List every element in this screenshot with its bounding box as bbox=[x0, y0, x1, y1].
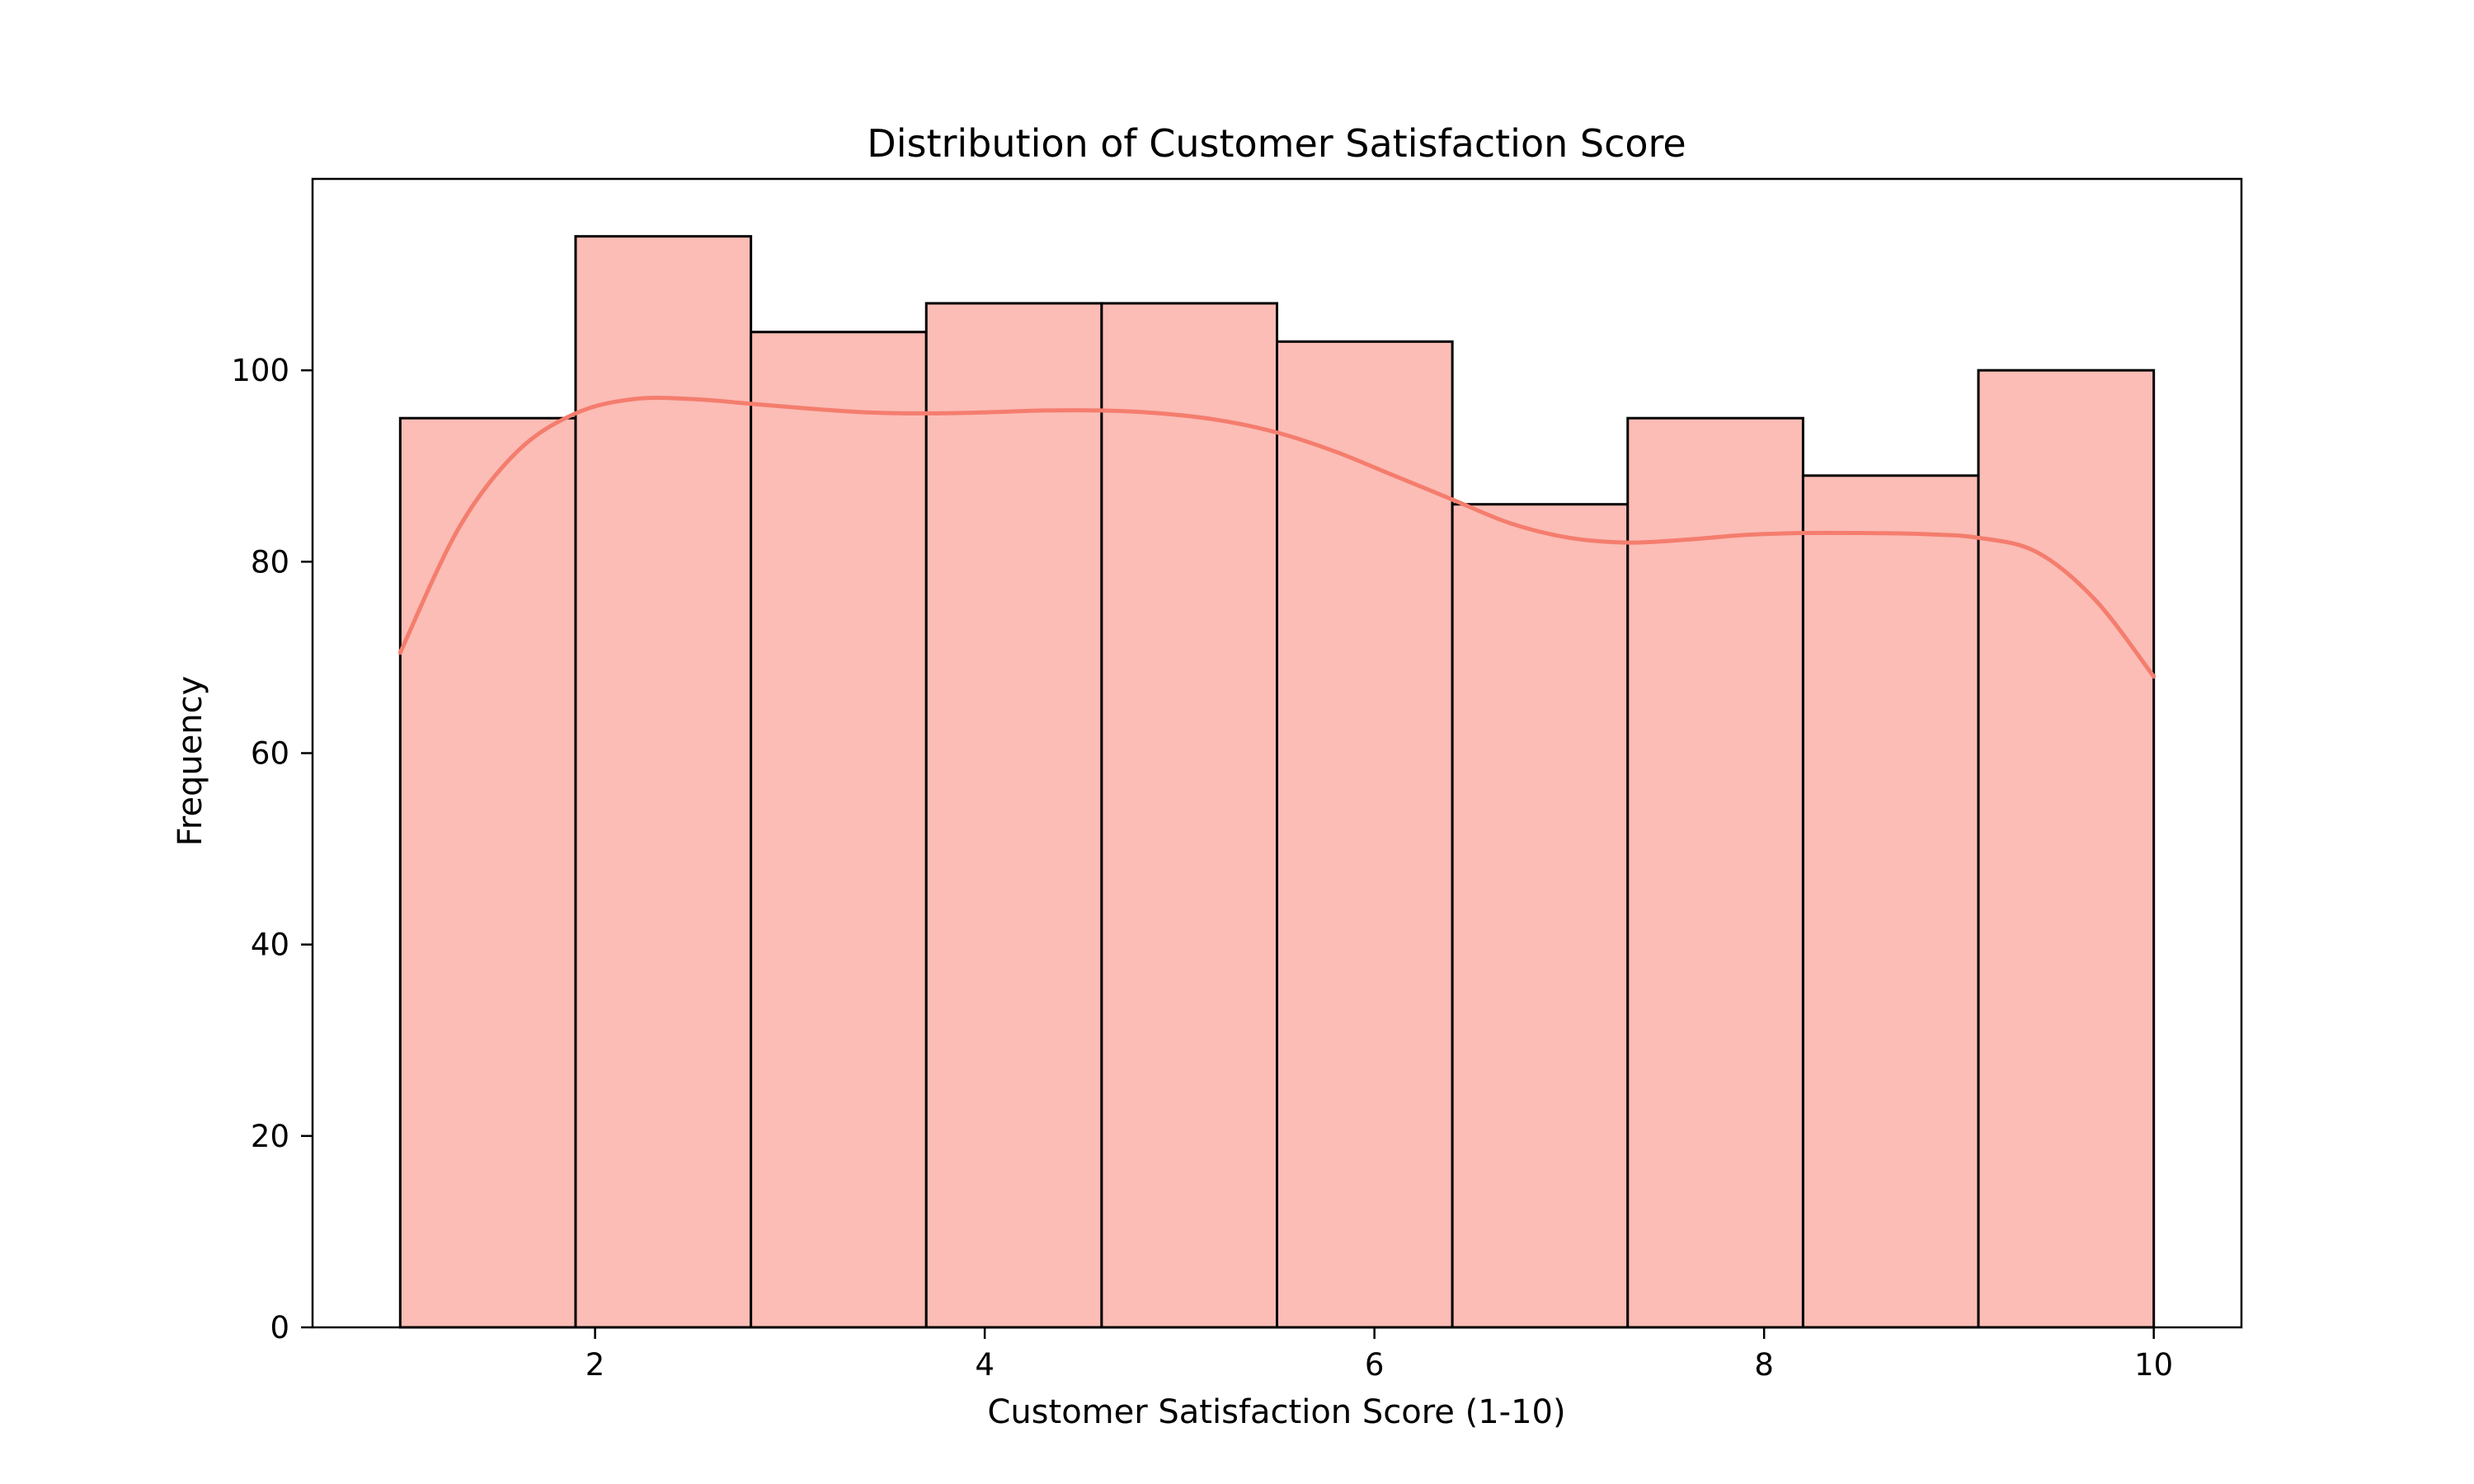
kde-group bbox=[397, 395, 2157, 679]
y-axis-label: Frequency bbox=[172, 676, 209, 847]
histogram-bar bbox=[1626, 416, 1804, 1329]
y-axis: 0 20 40 60 80 100 bbox=[231, 353, 313, 1345]
y-tick-label: 0 bbox=[270, 1310, 289, 1345]
histogram-bar bbox=[1451, 503, 1630, 1329]
y-tick-label: 20 bbox=[251, 1119, 289, 1154]
histogram-bar bbox=[1801, 474, 1980, 1329]
bars-group bbox=[398, 235, 2156, 1329]
x-tick-label: 8 bbox=[1754, 1347, 1774, 1383]
x-axis-label: Customer Satisfaction Score (1-10) bbox=[987, 1393, 1565, 1431]
x-tick-label: 10 bbox=[2134, 1347, 2173, 1383]
x-axis: 2 4 6 8 10 bbox=[586, 1327, 2173, 1383]
y-tick-label: 60 bbox=[251, 736, 289, 772]
histogram-bar bbox=[574, 235, 753, 1329]
kde-curve bbox=[397, 395, 2157, 679]
x-tick-label: 4 bbox=[975, 1347, 995, 1383]
y-tick-label: 100 bbox=[231, 353, 289, 388]
y-tick-label: 40 bbox=[251, 928, 289, 963]
y-tick-label: 80 bbox=[251, 544, 289, 580]
histogram-bar bbox=[398, 416, 577, 1329]
histogram-bar bbox=[1977, 369, 2156, 1329]
histogram-bar bbox=[924, 302, 1103, 1329]
histogram-bar bbox=[1100, 302, 1279, 1329]
x-tick-label: 6 bbox=[1365, 1347, 1385, 1383]
x-tick-label: 2 bbox=[586, 1347, 605, 1383]
chart-title: Distribution of Customer Satisfaction Sc… bbox=[867, 121, 1686, 166]
histogram-bar bbox=[750, 331, 928, 1329]
